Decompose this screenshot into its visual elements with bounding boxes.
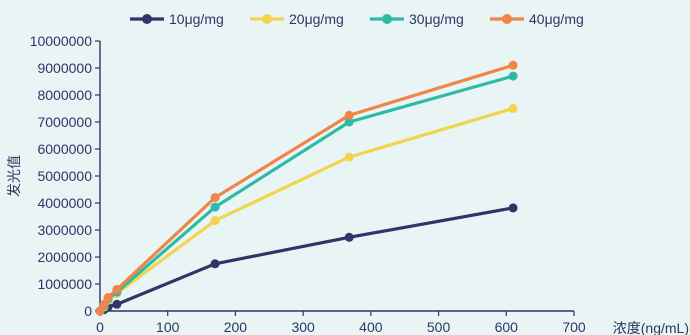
data-point [210, 216, 220, 226]
legend-item: 20μg/mg [250, 11, 344, 27]
data-point [95, 306, 105, 316]
y-tick-label: 3000000 [37, 222, 92, 238]
data-point [508, 203, 518, 213]
x-tick-label: 500 [427, 319, 451, 335]
x-axis-title: 浓度(ng/mL) [613, 320, 689, 335]
data-point [103, 293, 113, 302]
y-tick-label: 2000000 [37, 249, 92, 265]
legend-label: 30μg/mg [409, 11, 464, 27]
data-point [210, 259, 220, 269]
x-tick-label: 100 [156, 319, 180, 335]
x-tick-label: 700 [562, 319, 586, 335]
legend-item: 10μg/mg [130, 11, 224, 27]
y-tick-label: 7000000 [37, 114, 92, 130]
y-tick-label: 0 [84, 303, 92, 319]
y-tick-label: 9000000 [37, 60, 92, 76]
legend-label: 20μg/mg [289, 11, 344, 27]
data-point [344, 152, 354, 162]
axes: 0100000020000003000000400000050000006000… [30, 33, 586, 335]
legend-item: 40μg/mg [490, 11, 584, 27]
series-3 [95, 71, 518, 316]
y-tick-label: 4000000 [37, 195, 92, 211]
data-point [508, 60, 518, 70]
data-point [112, 284, 122, 294]
y-tick-label: 8000000 [37, 87, 92, 103]
x-tick-label: 200 [224, 319, 248, 335]
data-point [210, 193, 220, 203]
x-tick-label: 600 [495, 319, 519, 335]
data-point [99, 299, 109, 309]
legend-label: 10μg/mg [169, 11, 224, 27]
y-tick-label: 1000000 [37, 276, 92, 292]
legend-marker [502, 14, 512, 24]
x-tick-label: 0 [96, 319, 104, 335]
y-axis-title: 发光值 [6, 155, 22, 197]
legend: 10μg/mg 20μg/mg 30μg/mg 40μg/mg [130, 11, 584, 27]
data-point [344, 117, 354, 127]
x-tick-label: 300 [291, 319, 315, 335]
y-tick-label: 5000000 [37, 168, 92, 184]
series-1 [95, 203, 518, 316]
legend-label: 40μg/mg [529, 11, 584, 27]
data-point [508, 104, 518, 113]
data-point [344, 232, 354, 242]
legend-marker [262, 14, 272, 24]
series-line [98, 74, 515, 313]
y-tick-label: 10000000 [30, 33, 93, 49]
y-tick-label: 6000000 [37, 141, 92, 157]
legend-marker [382, 14, 392, 24]
legend-item: 30μg/mg [370, 11, 464, 27]
series-4 [95, 60, 518, 316]
series-line [98, 106, 515, 313]
legend-marker [142, 14, 152, 24]
data-point [508, 71, 518, 81]
data-point [210, 202, 220, 212]
series-group [95, 60, 518, 316]
data-point [112, 299, 122, 309]
series-line [98, 63, 515, 313]
data-point [344, 110, 354, 120]
series-2 [95, 104, 518, 316]
x-tick-label: 400 [359, 319, 383, 335]
